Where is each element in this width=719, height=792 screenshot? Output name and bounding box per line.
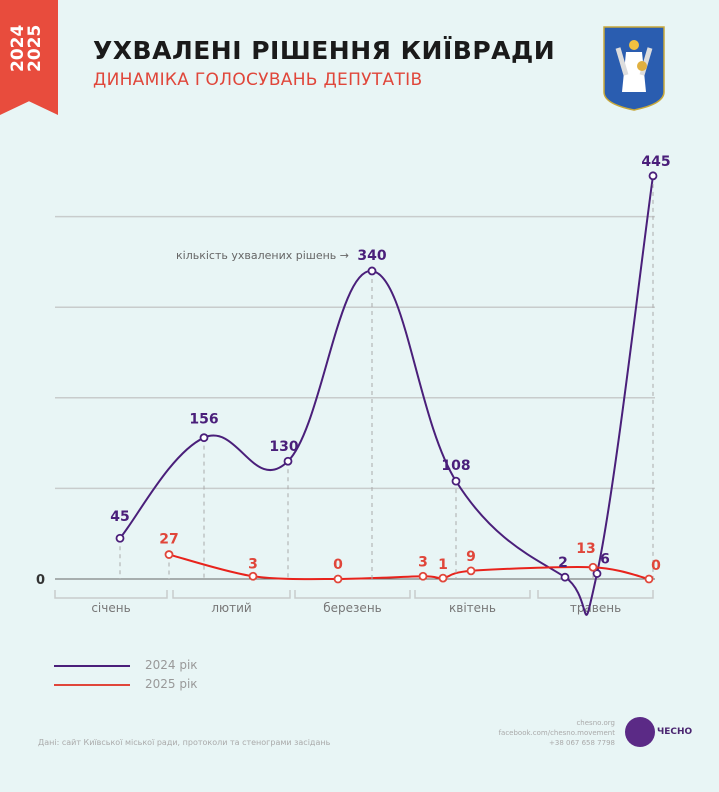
legend-label-2025: 2025 рік (145, 677, 198, 691)
facebook-link[interactable]: facebook.com/chesno.movement (498, 729, 615, 737)
data-point (588, 562, 598, 572)
legend-2025: 2025 рік (54, 677, 198, 691)
data-label: 340 (357, 248, 386, 264)
data-label: 108 (441, 458, 470, 474)
data-point (560, 572, 570, 582)
month-bracket (414, 590, 531, 599)
site-link[interactable]: chesno.org (576, 719, 615, 727)
data-label: 1 (438, 557, 448, 573)
data-point (648, 171, 658, 181)
data-label: 13 (576, 541, 595, 557)
year-ribbon: 2024 2025 (0, 0, 58, 115)
data-point (367, 266, 377, 276)
data-label: 0 (651, 558, 661, 574)
month-bracket (172, 590, 291, 599)
month-bracket (294, 590, 411, 599)
zero-label: 0 (36, 573, 45, 588)
data-point (115, 533, 125, 543)
data-point (466, 566, 476, 576)
data-label: 156 (189, 412, 218, 428)
legend-swatch-2024 (54, 664, 130, 667)
source-note: Дані: сайт Київської міської ради, прото… (38, 738, 331, 747)
data-label: 0 (333, 557, 343, 573)
month-bracket (537, 590, 654, 599)
brand-name: ЧЕСНО (657, 727, 693, 737)
page-subtitle: ДИНАМІКА ГОЛОСУВАНЬ ДЕПУТАТІВ (93, 70, 423, 90)
data-point (333, 574, 343, 584)
data-point (418, 571, 428, 581)
page-title: УХВАЛЕНІ РІШЕННЯ КИЇВРАДИ (93, 36, 556, 65)
contacts: chesno.org facebook.com/chesno.movement … (499, 718, 615, 748)
legend-label-2024: 2024 рік (145, 658, 198, 672)
data-label: 2 (558, 555, 568, 571)
data-point (438, 573, 448, 583)
legend-swatch-2025 (54, 683, 130, 686)
series-line-2025 (168, 553, 650, 581)
data-label: 27 (159, 532, 178, 548)
data-label: 45 (110, 509, 129, 525)
month-bracket (54, 590, 168, 599)
chesno-logo-icon (625, 717, 655, 747)
data-point (283, 456, 293, 466)
data-label: 6 (600, 552, 610, 568)
data-label: 130 (269, 439, 298, 455)
data-label: 9 (466, 549, 476, 565)
data-point (451, 476, 461, 486)
annotation: кількість ухвалених рішень → (176, 249, 349, 262)
month-label: березень (323, 601, 381, 615)
kyiv-coat-of-arms-icon (603, 26, 665, 111)
month-label: лютий (211, 601, 251, 615)
month-label: травень (570, 601, 621, 615)
month-label: квітень (449, 601, 496, 615)
data-point (248, 571, 258, 581)
phone: +38 067 658 7798 (549, 739, 615, 747)
month-label: січень (91, 601, 130, 615)
data-label: 3 (248, 556, 258, 572)
data-point (199, 433, 209, 443)
data-point (164, 550, 174, 559)
data-label: 445 (641, 154, 670, 170)
legend-2024: 2024 рік (54, 658, 198, 672)
data-point (644, 574, 654, 584)
data-point (592, 569, 602, 578)
data-label: 3 (418, 554, 428, 570)
series-line-2024 (119, 175, 654, 616)
